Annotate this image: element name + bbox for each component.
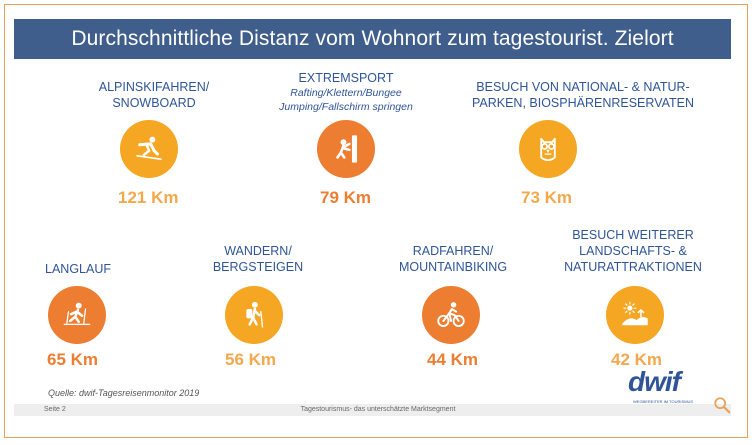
label-line: RADFAHREN/ [412,244,494,258]
sublabel-line: Jumping/Fallschirm springen [279,101,413,113]
item-wandern-label: WANDERN/ BERGSTEIGEN [178,243,338,275]
slide-frame [4,4,748,438]
slide-title-text: Durchschnittliche Distanz vom Wohnort zu… [71,27,674,50]
footer-page-number: Seite 2 [44,406,66,413]
label-line: BESUCH VON NATIONAL- & NATUR- [476,80,690,94]
hiker-icon [225,286,283,344]
skier-icon [120,120,178,178]
label-line: LANGLAUF [45,262,111,276]
label-line: EXTREMSPORT [298,71,394,85]
value-nationalparks: 73 Km [521,188,573,207]
item-nationalparks-label: BESUCH VON NATIONAL- & NATUR- PARKEN, BI… [463,79,703,111]
source-note: Quelle: dwif-Tagesreisenmonitor 2019 [48,388,200,398]
label-line: BESUCH WEITERER [572,228,694,242]
footer-center-text: Tagestourismus- das unterschätzte Markts… [300,406,456,413]
label-line: LANDSCHAFTS- & [579,244,687,258]
value-alpinski: 121 Km [118,188,179,207]
label-line: BERGSTEIGEN [212,260,304,274]
item-langlauf-label: LANGLAUF [28,261,128,277]
value-extremsport: 79 Km [320,188,372,207]
slide-title: Durchschnittliche Distanz vom Wohnort zu… [14,19,731,59]
value-landschaften: 42 Km [611,350,663,369]
landscape-icon [606,286,664,344]
label-line: NATURATTRAKTIONEN [564,260,702,274]
value-langlauf: 65 Km [47,350,99,369]
cyclist-icon [422,286,480,344]
item-alpinski-label: ALPINSKIFAHREN/ SNOWBOARD [74,79,234,111]
footer-bar [14,404,731,416]
item-radfahren-label: RADFAHREN/ MOUNTAINBIKING [373,243,533,275]
label-line: SNOWBOARD [112,96,196,110]
climber-icon [317,120,375,178]
cross-country-skier-icon [48,286,106,344]
dwif-logo-subtitle: WEGBEREITER IM TOURISMUS [633,399,694,404]
dwif-logo: dwif [628,366,681,397]
owl-icon [519,120,577,178]
item-landschaften-label: BESUCH WEITERER LANDSCHAFTS- & NATURATTR… [553,227,713,275]
item-extremsport-label: EXTREMSPORT Rafting/Klettern/Bungee Jump… [266,70,426,114]
label-line: PARKEN, BIOSPHÄRENRESERVATEN [471,96,695,110]
label-line: WANDERN/ [224,244,292,258]
label-line: ALPINSKIFAHREN/ [98,80,210,94]
value-wandern: 56 Km [225,350,277,369]
label-line: MOUNTAINBIKING [398,260,508,274]
value-radfahren: 44 Km [427,350,479,369]
sublabel-line: Rafting/Klettern/Bungee [290,87,402,99]
magnifier-icon [714,397,731,414]
